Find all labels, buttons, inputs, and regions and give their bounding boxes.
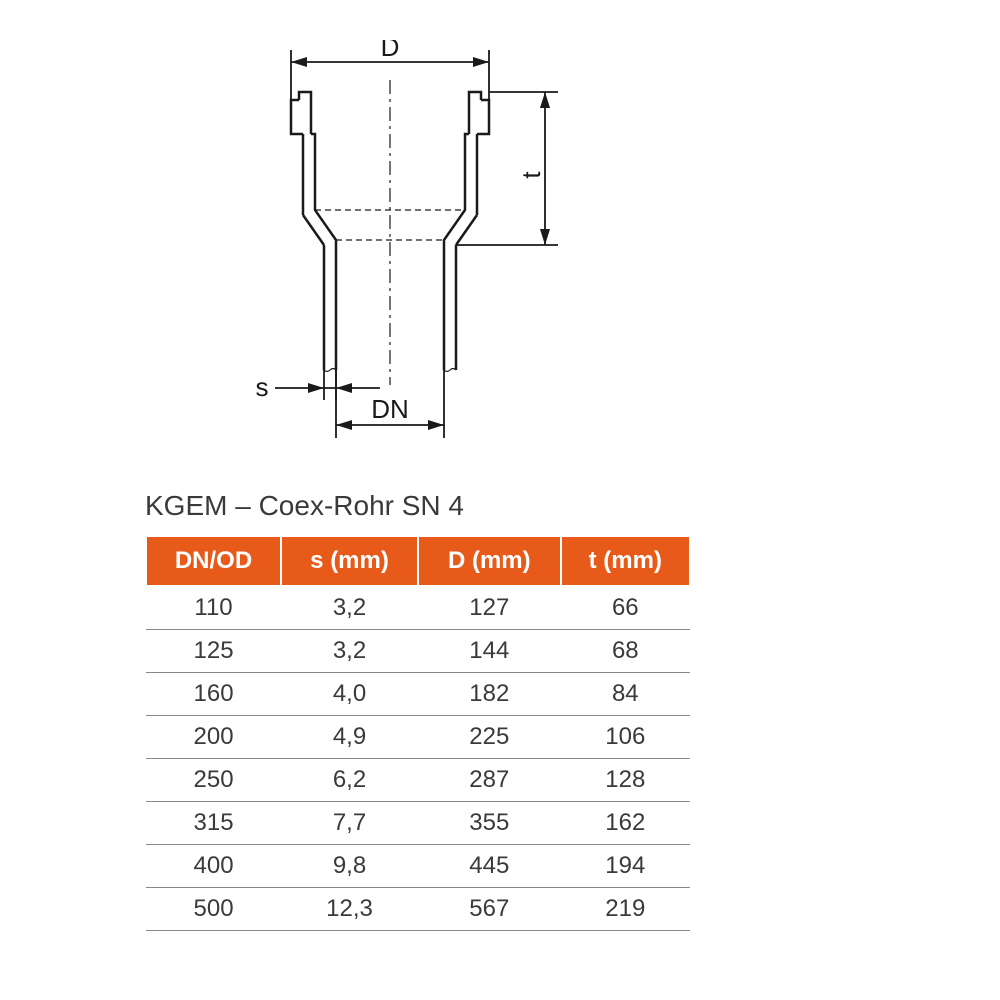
table-cell: 84 xyxy=(561,673,690,716)
table-cell: 127 xyxy=(418,586,561,630)
table-cell: 3,2 xyxy=(281,630,418,673)
table-row: 3157,7355162 xyxy=(146,802,690,845)
table-row: 1604,018284 xyxy=(146,673,690,716)
table-cell: 66 xyxy=(561,586,690,630)
table-cell: 200 xyxy=(146,716,281,759)
table-row: 1253,214468 xyxy=(146,630,690,673)
table-header-row: DN/OD s (mm) D (mm) t (mm) xyxy=(146,536,690,586)
col-header: t (mm) xyxy=(561,536,690,586)
table-row: 1103,212766 xyxy=(146,586,690,630)
table-cell: 160 xyxy=(146,673,281,716)
table-cell: 225 xyxy=(418,716,561,759)
table-cell: 182 xyxy=(418,673,561,716)
table-cell: 194 xyxy=(561,845,690,888)
table-cell: 500 xyxy=(146,888,281,931)
table-cell: 110 xyxy=(146,586,281,630)
table-cell: 7,7 xyxy=(281,802,418,845)
table-cell: 250 xyxy=(146,759,281,802)
table-cell: 567 xyxy=(418,888,561,931)
table-cell: 400 xyxy=(146,845,281,888)
table-cell: 445 xyxy=(418,845,561,888)
table-cell: 6,2 xyxy=(281,759,418,802)
col-header: s (mm) xyxy=(281,536,418,586)
pipe-diagram: D t s DN xyxy=(180,40,680,440)
table-row: 2506,2287128 xyxy=(146,759,690,802)
table-cell: 3,2 xyxy=(281,586,418,630)
table-cell: 162 xyxy=(561,802,690,845)
table-cell: 12,3 xyxy=(281,888,418,931)
spec-table: DN/OD s (mm) D (mm) t (mm) 1103,21276612… xyxy=(145,535,691,931)
table-cell: 106 xyxy=(561,716,690,759)
table-cell: 9,8 xyxy=(281,845,418,888)
table-title: KGEM – Coex-Rohr SN 4 xyxy=(145,490,464,522)
dim-label-D: D xyxy=(381,40,400,62)
dim-label-s: s xyxy=(256,372,269,402)
table-cell: 315 xyxy=(146,802,281,845)
dim-label-DN: DN xyxy=(371,394,409,424)
table-row: 2004,9225106 xyxy=(146,716,690,759)
table-cell: 125 xyxy=(146,630,281,673)
table-cell: 144 xyxy=(418,630,561,673)
col-header: DN/OD xyxy=(146,536,281,586)
table-cell: 4,0 xyxy=(281,673,418,716)
table-cell: 128 xyxy=(561,759,690,802)
table-cell: 4,9 xyxy=(281,716,418,759)
table-cell: 287 xyxy=(418,759,561,802)
table-cell: 68 xyxy=(561,630,690,673)
table-row: 4009,8445194 xyxy=(146,845,690,888)
table-cell: 219 xyxy=(561,888,690,931)
dim-label-t: t xyxy=(516,171,546,179)
col-header: D (mm) xyxy=(418,536,561,586)
table-cell: 355 xyxy=(418,802,561,845)
table-row: 50012,3567219 xyxy=(146,888,690,931)
